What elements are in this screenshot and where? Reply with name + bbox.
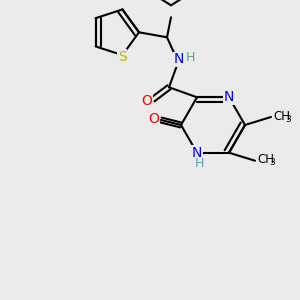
Text: CH: CH <box>273 110 290 122</box>
Text: CH: CH <box>257 153 274 166</box>
Text: H: H <box>185 51 195 64</box>
Text: 3: 3 <box>269 158 275 167</box>
Text: 3: 3 <box>285 115 291 124</box>
Text: N: N <box>174 52 184 66</box>
Text: N: N <box>192 146 202 160</box>
Text: O: O <box>142 94 152 108</box>
Text: N: N <box>224 90 234 104</box>
Text: O: O <box>148 112 159 126</box>
Text: H: H <box>194 157 204 170</box>
Text: S: S <box>118 50 127 64</box>
